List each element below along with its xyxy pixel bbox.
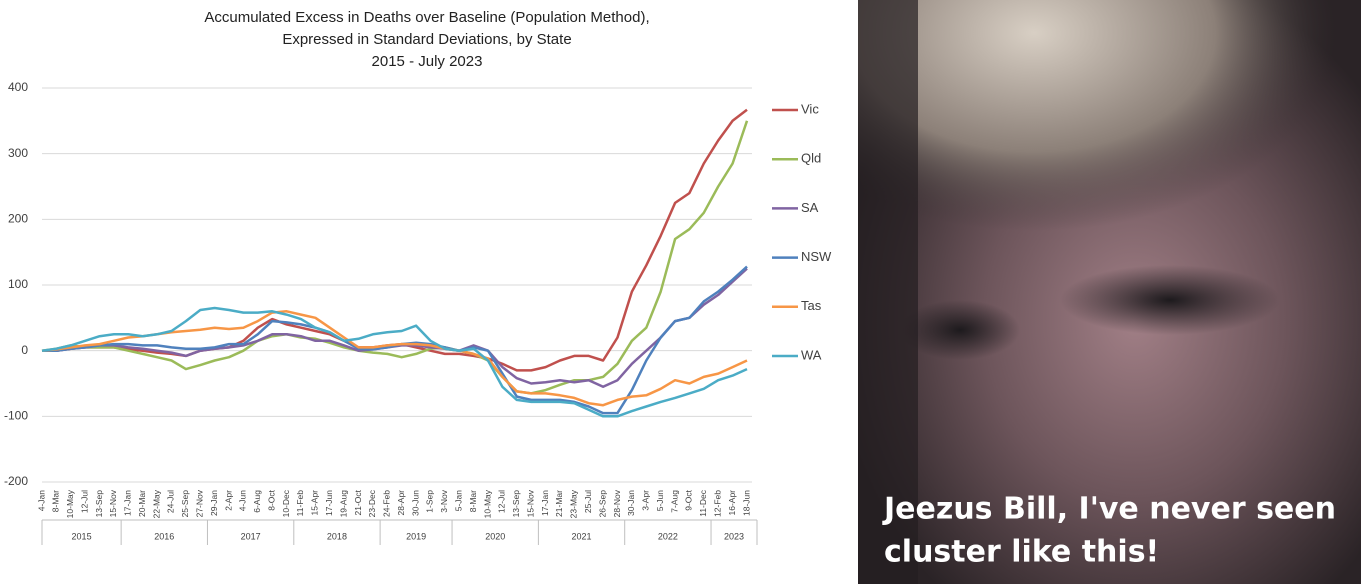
y-tick-label: 300 [8,146,28,160]
x-tick-label: 17-Jan [123,490,133,516]
y-tick-label: 400 [8,80,28,94]
caption-line: cluster like this! [884,535,1159,570]
x-tick-label: 11-Dec [698,489,708,517]
year-label: 2019 [406,531,426,541]
chart-title: Accumulated Excess in Deaths over Baseli… [204,9,649,26]
x-tick-label: 4-Jan [36,490,46,512]
x-tick-label: 12-Jul [79,490,89,513]
x-tick-label: 27-Nov [195,489,205,517]
x-tick-label: 15-Apr [310,490,320,516]
series-line [42,265,748,415]
x-tick-label: 23-May [569,489,579,518]
x-tick-label: 10-May [65,489,75,518]
legend-label: SA [801,200,819,215]
y-tick-label: 0 [21,343,28,357]
legend-label: Tas [801,298,822,313]
x-tick-label: 21-Mar [554,490,564,517]
legend-label: Qld [801,151,821,166]
x-tick-label: 24-Jul [166,490,176,513]
year-label: 2016 [154,531,174,541]
x-tick-label: 2-Apr [223,490,233,511]
x-tick-label: 30-Jan [626,490,636,516]
chart: Accumulated Excess in Deaths over Baseli… [4,9,832,545]
x-tick-label: 17-Jan [540,490,550,516]
x-tick-label: 17-Jun [324,490,334,516]
caption-line: Jeezus Bill, I've never seen [882,492,1336,527]
year-label: 2022 [658,531,678,541]
x-tick-label: 1-Sep [425,490,435,513]
x-tick-label: 18-Jun [741,490,751,516]
x-tick-label: 8-Mar [468,490,478,512]
x-tick-label: 6-Aug [252,490,262,513]
x-tick-label: 23-Dec [367,489,377,517]
chart-title: 2015 - July 2023 [372,53,483,70]
x-tick-label: 7-Aug [669,490,679,513]
x-tick-label: 29-Jan [209,490,219,516]
x-tick-label: 16-Apr [727,490,737,516]
x-tick-label: 10-Dec [281,489,291,517]
x-tick-label: 8-Mar [51,490,61,512]
x-tick-label: 28-Nov [612,489,622,517]
x-tick-label: 5-Jan [453,490,463,512]
year-label: 2015 [72,531,92,541]
x-tick-label: 12-Jul [497,490,507,513]
x-tick-label: 25-Sep [180,490,190,518]
series-line [41,310,748,407]
x-tick-label: 3-Apr [641,490,651,511]
x-tick-label: 15-Nov [525,489,535,517]
y-tick-label: -200 [4,474,28,488]
x-tick-label: 10-May [482,489,492,518]
x-tick-label: 22-May [151,489,161,518]
y-tick-label: -100 [4,409,28,423]
x-tick-label: 21-Oct [353,489,363,515]
x-tick-label: 5-Jun [655,490,665,512]
x-tick-label: 26-Sep [597,490,607,518]
x-tick-label: 4-Jun [238,490,248,512]
legend-label: NSW [801,249,832,264]
x-tick-label: 30-Jun [410,490,420,516]
y-tick-label: 200 [8,212,28,226]
year-label: 2017 [241,531,261,541]
x-tick-label: 25-Jul [583,490,593,513]
x-tick-label: 13-Sep [94,490,104,518]
x-tick-label: 9-Oct [684,489,694,510]
x-tick-label: 8-Oct [266,489,276,510]
year-label: 2018 [327,531,347,541]
series-line [41,306,748,418]
x-tick-label: 20-Mar [137,490,147,517]
legend-label: WA [801,347,822,362]
photo [858,0,1361,584]
y-tick-label: 100 [8,277,28,291]
year-label: 2021 [572,531,592,541]
x-tick-label: 24-Feb [382,490,392,517]
legend-label: Vic [801,101,819,116]
x-tick-label: 11-Feb [295,490,305,517]
chart-title: Expressed in Standard Deviations, by Sta… [282,31,571,48]
series-line [41,120,749,395]
x-tick-label: 3-Nov [439,489,449,512]
x-tick-label: 15-Nov [108,489,118,517]
year-label: 2020 [485,531,505,541]
x-tick-label: 28-Apr [396,490,406,516]
x-tick-label: 12-Feb [712,490,722,517]
x-tick-label: 19-Aug [338,490,348,518]
x-tick-label: 13-Sep [511,490,521,518]
year-label: 2023 [724,531,744,541]
